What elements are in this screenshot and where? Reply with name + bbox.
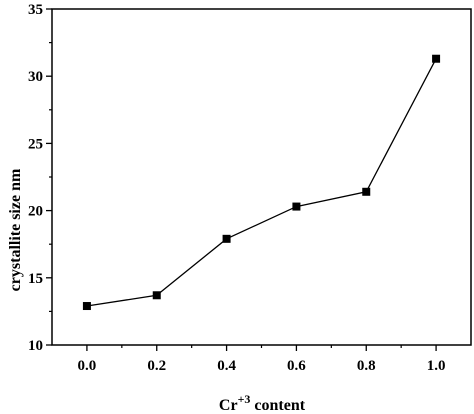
y-tick-label: 15	[28, 271, 43, 287]
x-tick-label: 0.0	[78, 358, 97, 374]
y-tick-label: 25	[28, 136, 43, 152]
data-point	[362, 187, 371, 196]
y-tick-label: 35	[28, 2, 43, 18]
data-point	[222, 234, 231, 243]
x-axis-title-superscript: +3	[238, 392, 251, 406]
data-point	[432, 54, 441, 63]
y-tick-label: 30	[28, 69, 43, 85]
series-line	[86, 58, 437, 307]
x-axis-ticks: 0.0 0.2 0.4 0.6 0.8 1.0	[78, 345, 446, 374]
data-point	[152, 291, 161, 300]
x-axis-title: Cr+3 content	[219, 392, 306, 414]
data-markers	[82, 54, 441, 311]
x-tick-label: 0.4	[217, 358, 236, 374]
x-tick-label: 0.8	[357, 358, 376, 374]
x-tick-label: 0.6	[287, 358, 306, 374]
data-point	[82, 302, 91, 311]
x-axis-title-rest: content	[250, 397, 305, 414]
y-tick-label: 10	[28, 338, 43, 354]
plot-frame	[51, 8, 472, 346]
y-tick-label: 20	[28, 204, 43, 220]
y-axis-ticks: 10 15 20 25 30 35	[28, 2, 52, 354]
y-axis-title: crystallite size nm	[7, 168, 24, 291]
x-tick-label: 1.0	[427, 358, 446, 374]
x-axis-title-base: Cr	[219, 397, 238, 414]
x-tick-label: 0.2	[147, 358, 166, 374]
data-point	[292, 202, 301, 211]
